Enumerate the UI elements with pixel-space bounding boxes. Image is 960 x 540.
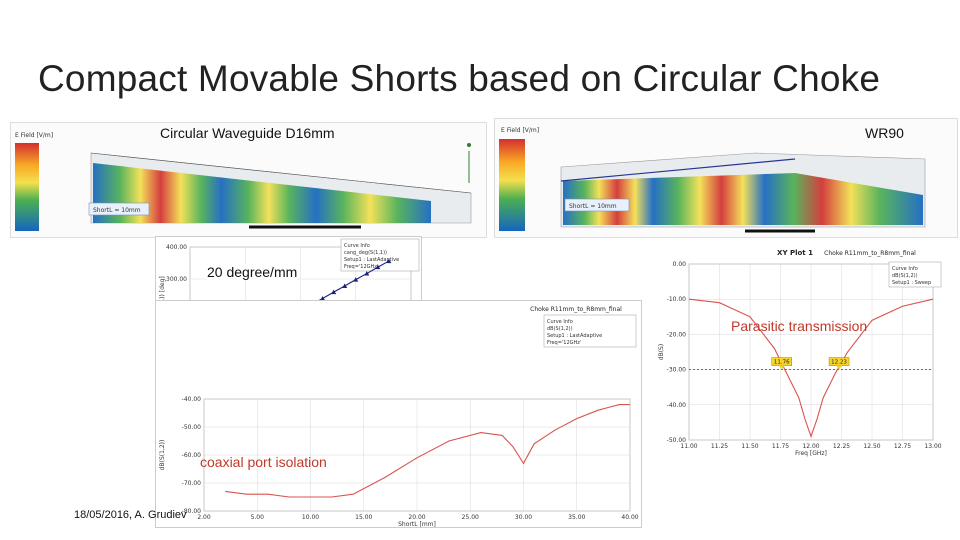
x-tick-label: 25.00 — [462, 514, 479, 521]
y-tick-label: -10.00 — [667, 296, 687, 303]
x-tick-label: 12.25 — [833, 443, 850, 450]
legend-entry: Setup1 : LastAdaptive — [547, 333, 602, 339]
marker-label: 11.76 — [774, 360, 790, 366]
y-tick-label: -50.00 — [667, 437, 687, 444]
legend-entry: dB(S(1,2)) — [892, 273, 918, 279]
legend-entry: Setup1 : Sweep — [892, 280, 931, 286]
series-line — [225, 404, 630, 498]
right-field-pattern — [563, 173, 923, 225]
legend-entry: Curve Info — [547, 319, 573, 325]
data-point — [386, 258, 392, 264]
legend-box — [888, 261, 942, 288]
left-color-scale — [15, 143, 39, 231]
x-tick-label: 15.00 — [355, 514, 372, 521]
legend-entry: Freq='12GHz' — [344, 264, 378, 270]
x-tick-label: 13.00 — [924, 443, 941, 450]
label-circular-waveguide: Circular Waveguide D16mm — [160, 125, 335, 141]
label-parasitic: Parasitic transmission — [731, 318, 868, 334]
parasitic-chart-svg: 11.00 11.25 11.50 11.75 12.00 12.25 12.50 12.75… — [658, 249, 942, 457]
chart-subtitle: Choke R11mm_to_R8mm_final — [824, 250, 916, 257]
x-tick-label: 10.00 — [302, 514, 319, 521]
legend-entry: Freq='12GHz' — [547, 340, 581, 346]
right-color-scale — [499, 139, 525, 231]
slide-title: Compact Movable Shorts based on Circular… — [38, 58, 881, 99]
label-coaxial: coaxial port isolation — [200, 454, 327, 470]
x-tick-label: 11.75 — [772, 443, 789, 450]
x-tick-label: 11.25 — [711, 443, 728, 450]
x-tick-label: 12.75 — [894, 443, 911, 450]
y-tick-label: 0.00 — [673, 261, 687, 268]
x-tick-label: 35.00 — [568, 514, 585, 521]
data-point — [320, 296, 326, 301]
legend-entry: cang_deg(S(1,1)) — [344, 250, 387, 256]
x-tick-label: 12.00 — [802, 443, 819, 450]
label-wr90: WR90 — [865, 125, 904, 141]
right-field-header: E Field [V/m] — [501, 127, 539, 134]
y-tick-label: -70.00 — [182, 480, 202, 487]
legend-entry: Setup1 : LastAdaptive — [344, 257, 399, 263]
data-point — [364, 271, 370, 276]
x-tick-label: 40.00 — [621, 514, 638, 521]
chart-title: XY Plot 1 — [777, 249, 813, 257]
data-point — [353, 277, 359, 282]
legend-entry: Curve Info — [344, 243, 370, 249]
data-point — [375, 264, 381, 270]
isolation-chart: 2.00 5.00 10.00 15.00 20.00 25.00 30.00 35.00 40… — [155, 300, 642, 528]
marker-pointer — [836, 365, 843, 370]
slide-footer: 18/05/2016, A. Grudiev — [74, 509, 187, 521]
y-tick-label: -80.00 — [182, 508, 202, 515]
y-axis-label: dB(S(1,2)) — [159, 440, 166, 471]
marker-label: 12.23 — [831, 360, 847, 366]
y-axis-label: dB(S) — [658, 344, 665, 360]
left-inset-box — [88, 202, 150, 216]
x-tick-label: 12.50 — [863, 443, 880, 450]
x-axis-label: Freq [GHz] — [795, 450, 827, 457]
x-axis-label: ShortL [mm] — [398, 521, 436, 527]
left-field-pattern — [93, 163, 431, 223]
right-inset-box — [564, 198, 630, 212]
series-line — [688, 298, 934, 439]
right-field-svg: E Field [V/m] ShortL = 10mm — [499, 127, 926, 233]
marker-pointer — [778, 365, 785, 370]
y-tick-label: -40.00 — [667, 402, 687, 409]
y-tick-label: -40.00 — [182, 396, 202, 403]
data-point — [342, 283, 348, 289]
label-phase-slope: 20 degree/mm — [207, 264, 298, 280]
parasitic-chart: 11.00 11.25 11.50 11.75 12.00 12.25 12.50 12.75… — [655, 244, 945, 458]
legend-entry: dB(S(1,2)) — [547, 326, 573, 332]
left-inset-label: ShortL = 10mm — [93, 207, 141, 214]
right-inset-label: ShortL = 10mm — [569, 203, 617, 210]
y-tick-label: -30.00 — [667, 367, 687, 374]
legend-entry: Curve Info — [892, 266, 918, 272]
y-tick-label: -60.00 — [182, 452, 202, 459]
x-tick-label: 2.00 — [197, 514, 211, 521]
y-tick-label: 300.00 — [166, 276, 187, 283]
left-field-header: E Field [V/m] — [15, 132, 53, 139]
right-field-plot: E Field [V/m] ShortL = 10mm — [494, 118, 958, 238]
legend-box — [543, 314, 637, 348]
x-tick-label: 11.50 — [741, 443, 758, 450]
left-field-plot: E Field [V/m] ShortL = 10mm — [10, 122, 487, 238]
x-tick-label: 11.00 — [680, 443, 697, 450]
x-tick-label: 20.00 — [408, 514, 425, 521]
data-point — [331, 289, 337, 295]
x-tick-label: 5.00 — [251, 514, 265, 521]
x-tick-label: 30.00 — [515, 514, 532, 521]
y-tick-label: -20.00 — [667, 331, 687, 338]
y-tick-label: 400.00 — [166, 244, 187, 251]
left-field-svg: E Field [V/m] ShortL = 10mm — [15, 132, 472, 231]
chart-title: Choke R11mm_to_R8mm_final — [530, 306, 622, 313]
y-tick-label: -50.00 — [182, 424, 202, 431]
isolation-chart-svg: 2.00 5.00 10.00 15.00 20.00 25.00 30.00 35.00 40… — [159, 306, 639, 527]
